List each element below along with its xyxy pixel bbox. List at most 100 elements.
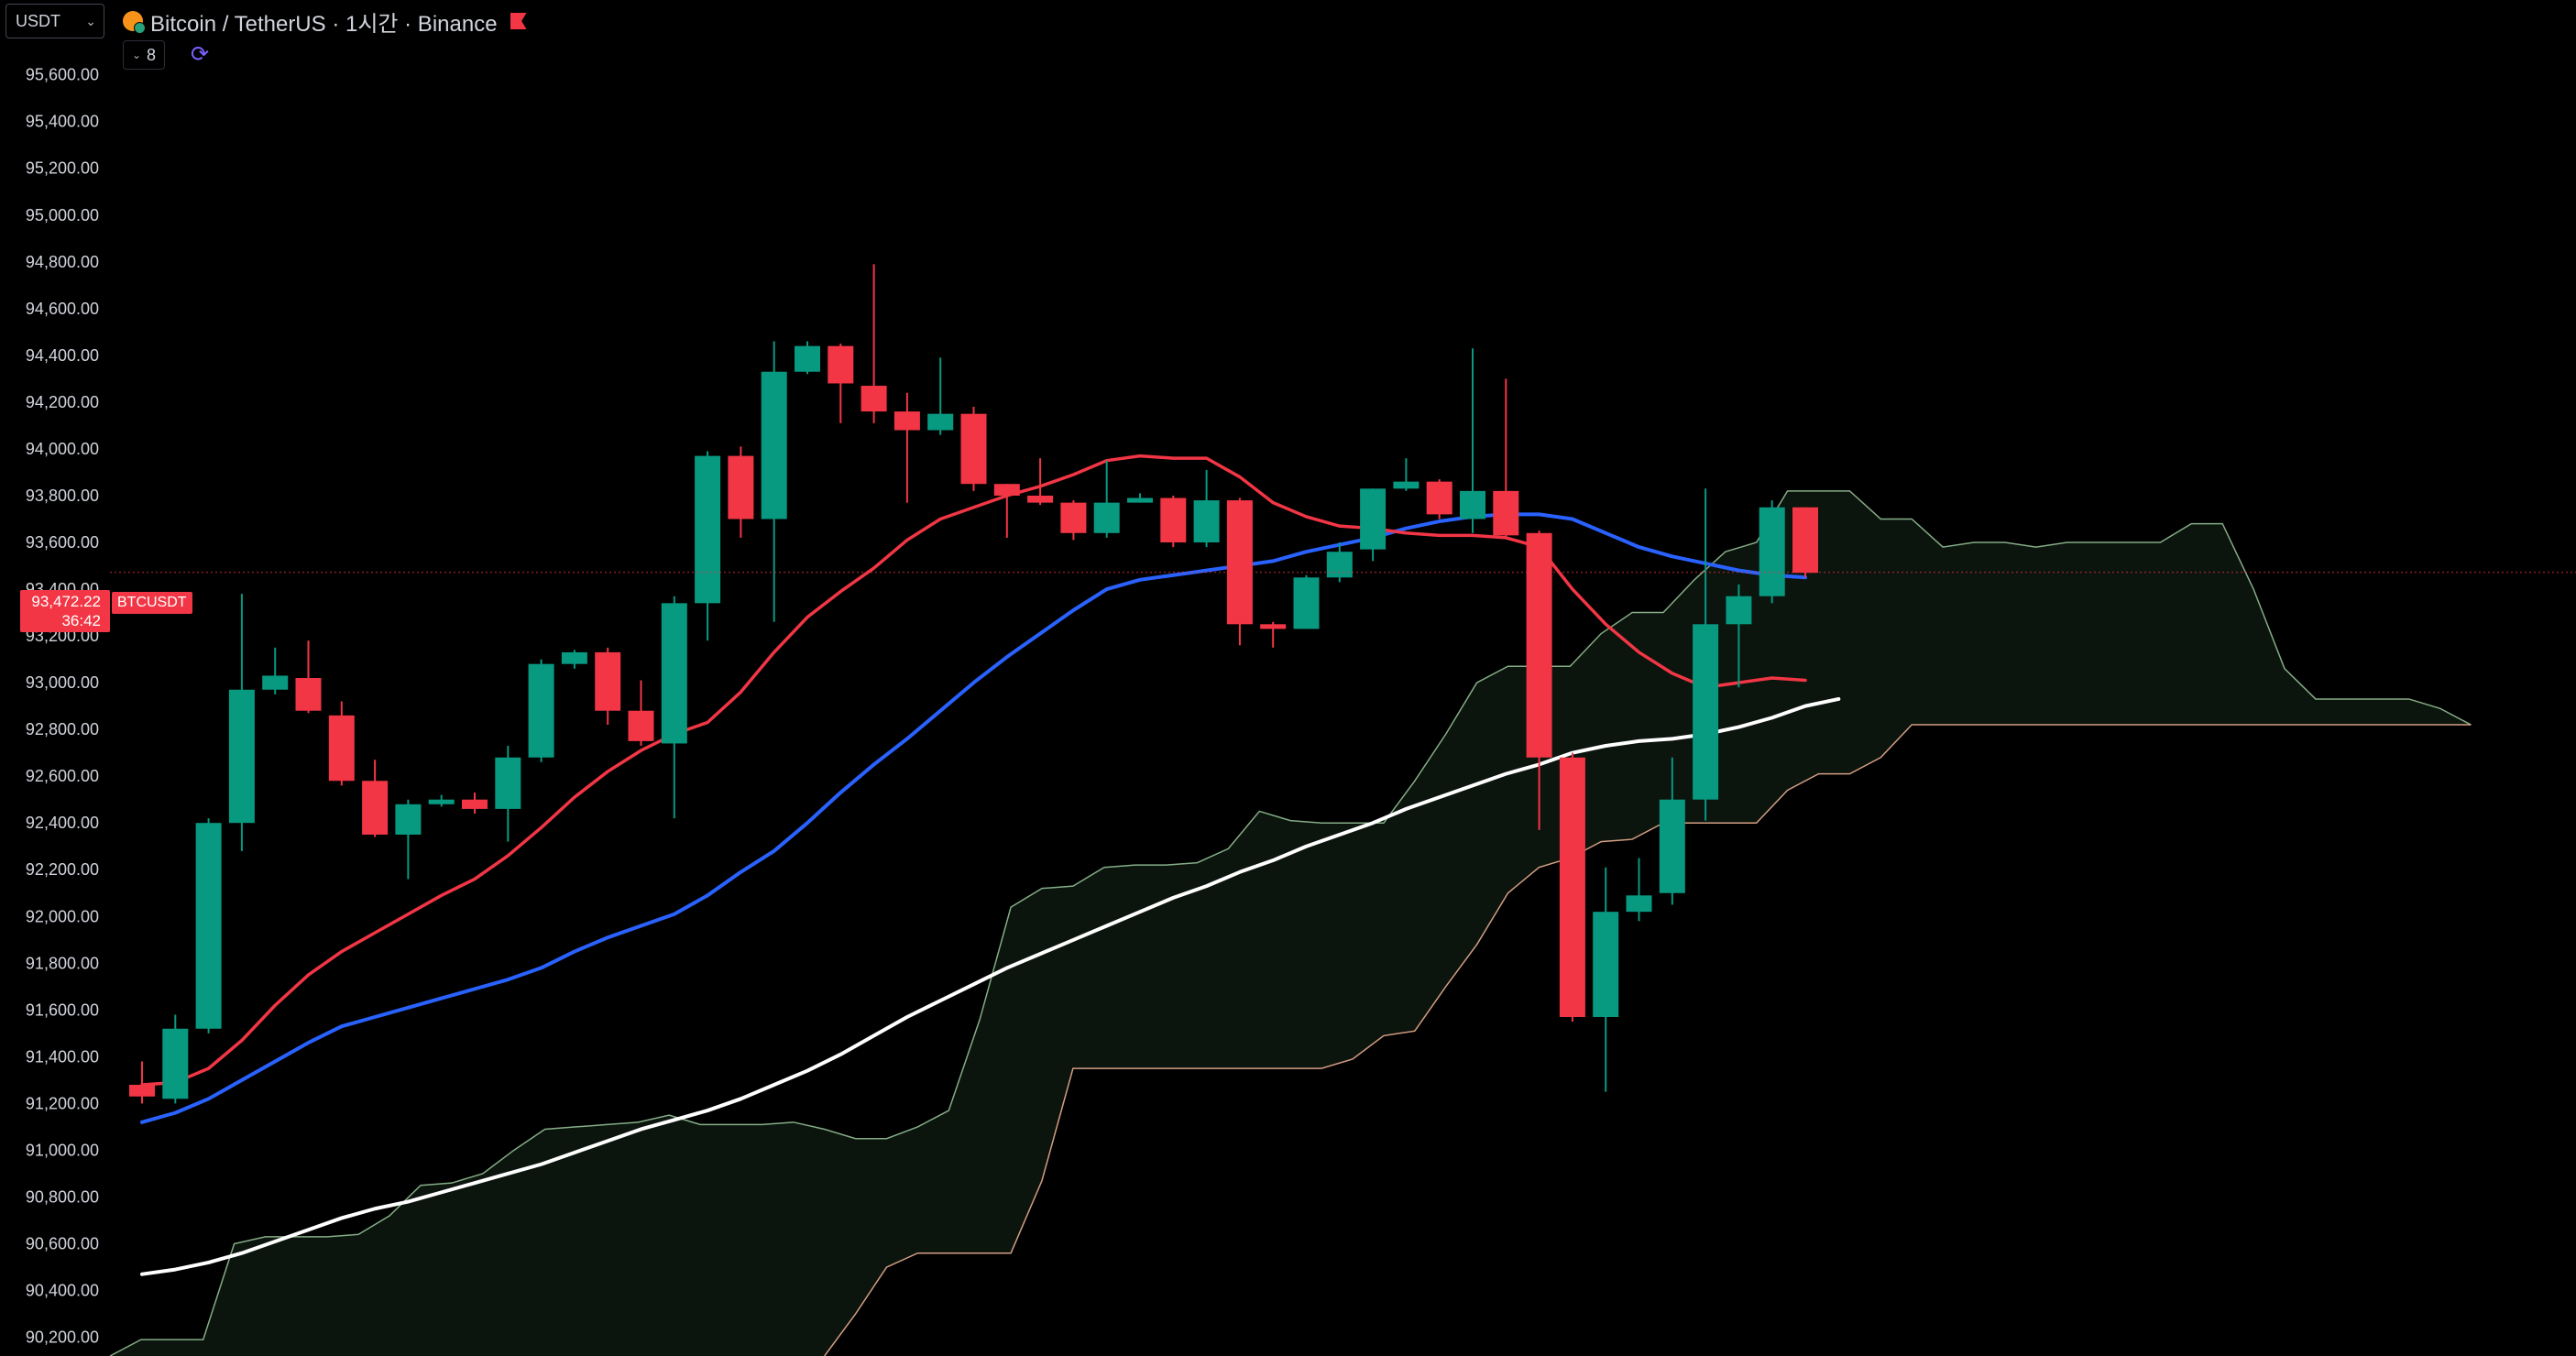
candle [761,341,787,622]
candle [1726,584,1752,688]
candle-body [893,411,920,431]
price-axis[interactable]: 90,200.00 90,400.00 90,600.00 90,800.00 91,0… [26,19,2576,1347]
candle-body [395,804,422,835]
candle-body [162,1028,189,1099]
symbol-tag: BTCUSDT [112,592,192,614]
candle-body [195,823,222,1029]
candle [195,818,222,1033]
candle-body [428,799,455,804]
y-tick-label: 93,000.00 [26,673,99,692]
y-tick-label: 92,000.00 [26,907,99,925]
indicator-count: 8 [147,45,157,64]
candle [1093,460,1120,538]
y-tick-label: 91,400.00 [26,1047,99,1066]
candle-body [495,757,521,809]
candle [162,1014,189,1104]
candle [828,344,854,423]
candle [1792,507,1818,578]
candle [1293,574,1320,629]
candle-body [1160,498,1187,542]
candle-body [1759,507,1785,596]
bar-countdown-label: 36:42 [61,612,101,629]
candle-body [993,484,1020,496]
candle [1493,378,1519,538]
candle-body [661,603,687,744]
candle [1360,488,1387,562]
candle [795,341,820,375]
cloud-fill [110,490,2472,1356]
candle [993,484,1020,538]
candle [1326,542,1353,583]
candle-body [860,386,887,412]
candle-body [1293,577,1320,629]
candle [893,392,920,503]
bitcoin-icon [123,11,146,34]
candle [1193,469,1220,548]
y-tick-label: 92,600.00 [26,767,99,785]
candle-body [1093,502,1120,533]
ma-slow-line [140,696,1841,1276]
candle [1526,530,1552,830]
candle-body [1226,500,1253,625]
candle [395,799,422,880]
candle-body [1326,552,1353,578]
candle-body [960,413,987,485]
candle [1559,752,1585,1022]
candle-body [1493,490,1519,536]
sync-icon[interactable]: ⟳ [190,42,210,67]
flag-icon[interactable] [510,13,527,29]
chevron-down-icon: ⌄ [131,49,142,61]
candle [129,1061,155,1104]
candle-body [595,651,621,711]
y-tick-label: 92,800.00 [26,720,99,738]
indicators-toggle-button[interactable]: ⌄ 8 [123,40,165,70]
candle-body [728,455,754,519]
candle [860,264,887,423]
cloud-lower-line [824,724,2472,1356]
candle [295,640,322,714]
candle [1426,479,1452,519]
candle-body [1260,624,1287,629]
y-tick-label: 95,200.00 [26,159,99,178]
candle-body [1526,532,1552,758]
candle [1659,757,1685,905]
current-price-tag: 93,472.22 36:42 [20,590,110,632]
y-tick-label: 91,000.00 [26,1141,99,1159]
candles [129,264,1818,1104]
candle-body [1127,498,1153,503]
candle [960,407,987,491]
candle [228,594,255,851]
candle-body [561,651,587,664]
symbol-search-box[interactable]: USDT ⌄ [5,4,104,38]
candle-body [761,371,787,519]
candle-body [1593,912,1619,1017]
y-tick-label: 94,800.00 [26,253,99,271]
candle [1593,867,1619,1092]
candle [1759,500,1785,604]
y-tick-label: 95,000.00 [26,206,99,224]
y-tick-label: 94,600.00 [26,300,99,318]
candle [362,760,389,837]
candle-body [1360,488,1387,550]
candle [1460,348,1485,533]
ma-mid-line [140,512,1807,1124]
y-tick-label: 95,400.00 [26,113,99,131]
chart-legend-title[interactable]: Bitcoin / TetherUS · 1시간 · Binance [123,5,527,37]
y-tick-label: 91,600.00 [26,1001,99,1019]
candle [695,451,721,641]
y-tick-label: 94,000.00 [26,440,99,458]
y-tick-label: 94,400.00 [26,346,99,365]
candle [462,793,488,814]
candle-body [1393,481,1420,489]
candle-body [1060,502,1087,533]
y-tick-label: 92,400.00 [26,814,99,832]
chevron-down-icon: ⌄ [85,14,96,28]
candle [1127,493,1153,503]
y-tick-label: 90,200.00 [26,1329,99,1347]
candle [1393,458,1420,491]
y-tick-label: 91,800.00 [26,954,99,972]
y-tick-label: 95,600.00 [26,66,99,84]
y-tick-label: 93,600.00 [26,533,99,552]
symbol-search-text: USDT [16,12,60,30]
